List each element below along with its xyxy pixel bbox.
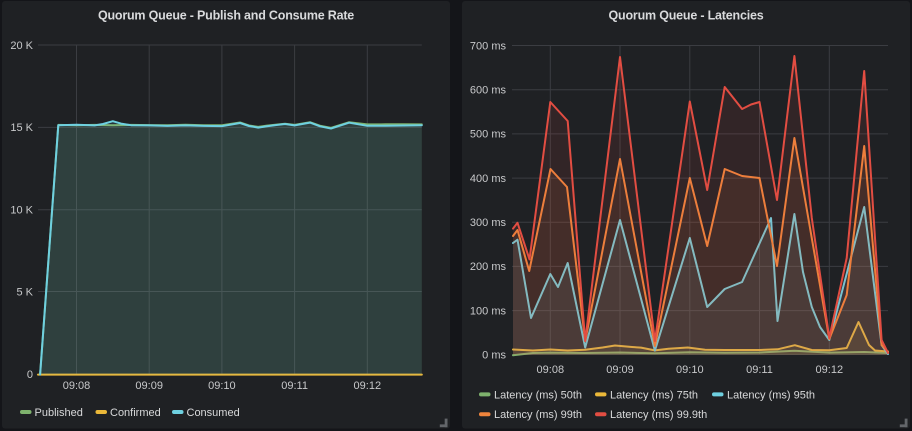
- svg-text:10 K: 10 K: [10, 205, 33, 217]
- svg-text:15 K: 15 K: [10, 122, 33, 134]
- svg-text:09:12: 09:12: [816, 364, 844, 376]
- svg-text:Quorum Queue - Publish and Con: Quorum Queue - Publish and Consume Rate: [98, 9, 354, 23]
- svg-text:5 K: 5 K: [16, 286, 33, 298]
- svg-text:09:08: 09:08: [63, 380, 91, 392]
- svg-text:400 ms: 400 ms: [470, 173, 507, 185]
- svg-text:Latency (ms) 95th: Latency (ms) 95th: [727, 389, 815, 401]
- svg-text:09:10: 09:10: [208, 380, 236, 392]
- svg-text:Confirmed: Confirmed: [110, 407, 161, 419]
- svg-text:Latency (ms) 99.9th: Latency (ms) 99.9th: [610, 409, 707, 421]
- svg-text:Latency (ms) 99th: Latency (ms) 99th: [494, 409, 582, 421]
- svg-text:Consumed: Consumed: [187, 407, 240, 419]
- svg-text:09:10: 09:10: [676, 364, 704, 376]
- svg-text:100 ms: 100 ms: [470, 305, 507, 317]
- svg-text:200 ms: 200 ms: [470, 261, 507, 273]
- svg-text:600 ms: 600 ms: [470, 85, 507, 97]
- svg-text:Published: Published: [35, 407, 83, 419]
- svg-text:09:09: 09:09: [606, 364, 634, 376]
- svg-text:09:12: 09:12: [354, 380, 382, 392]
- svg-text:20 K: 20 K: [10, 40, 33, 52]
- svg-text:09:09: 09:09: [135, 380, 163, 392]
- svg-text:09:08: 09:08: [537, 364, 565, 376]
- svg-text:700 ms: 700 ms: [470, 40, 507, 52]
- svg-text:0 ms: 0 ms: [482, 349, 506, 361]
- svg-text:500 ms: 500 ms: [470, 129, 507, 141]
- svg-text:Quorum Queue - Latencies: Quorum Queue - Latencies: [609, 9, 764, 23]
- svg-text:Latency (ms) 50th: Latency (ms) 50th: [494, 389, 582, 401]
- svg-text:09:11: 09:11: [746, 364, 773, 376]
- svg-text:0: 0: [27, 369, 33, 381]
- svg-text:09:11: 09:11: [281, 380, 308, 392]
- svg-text:300 ms: 300 ms: [470, 217, 507, 229]
- svg-text:Latency (ms) 75th: Latency (ms) 75th: [610, 389, 698, 401]
